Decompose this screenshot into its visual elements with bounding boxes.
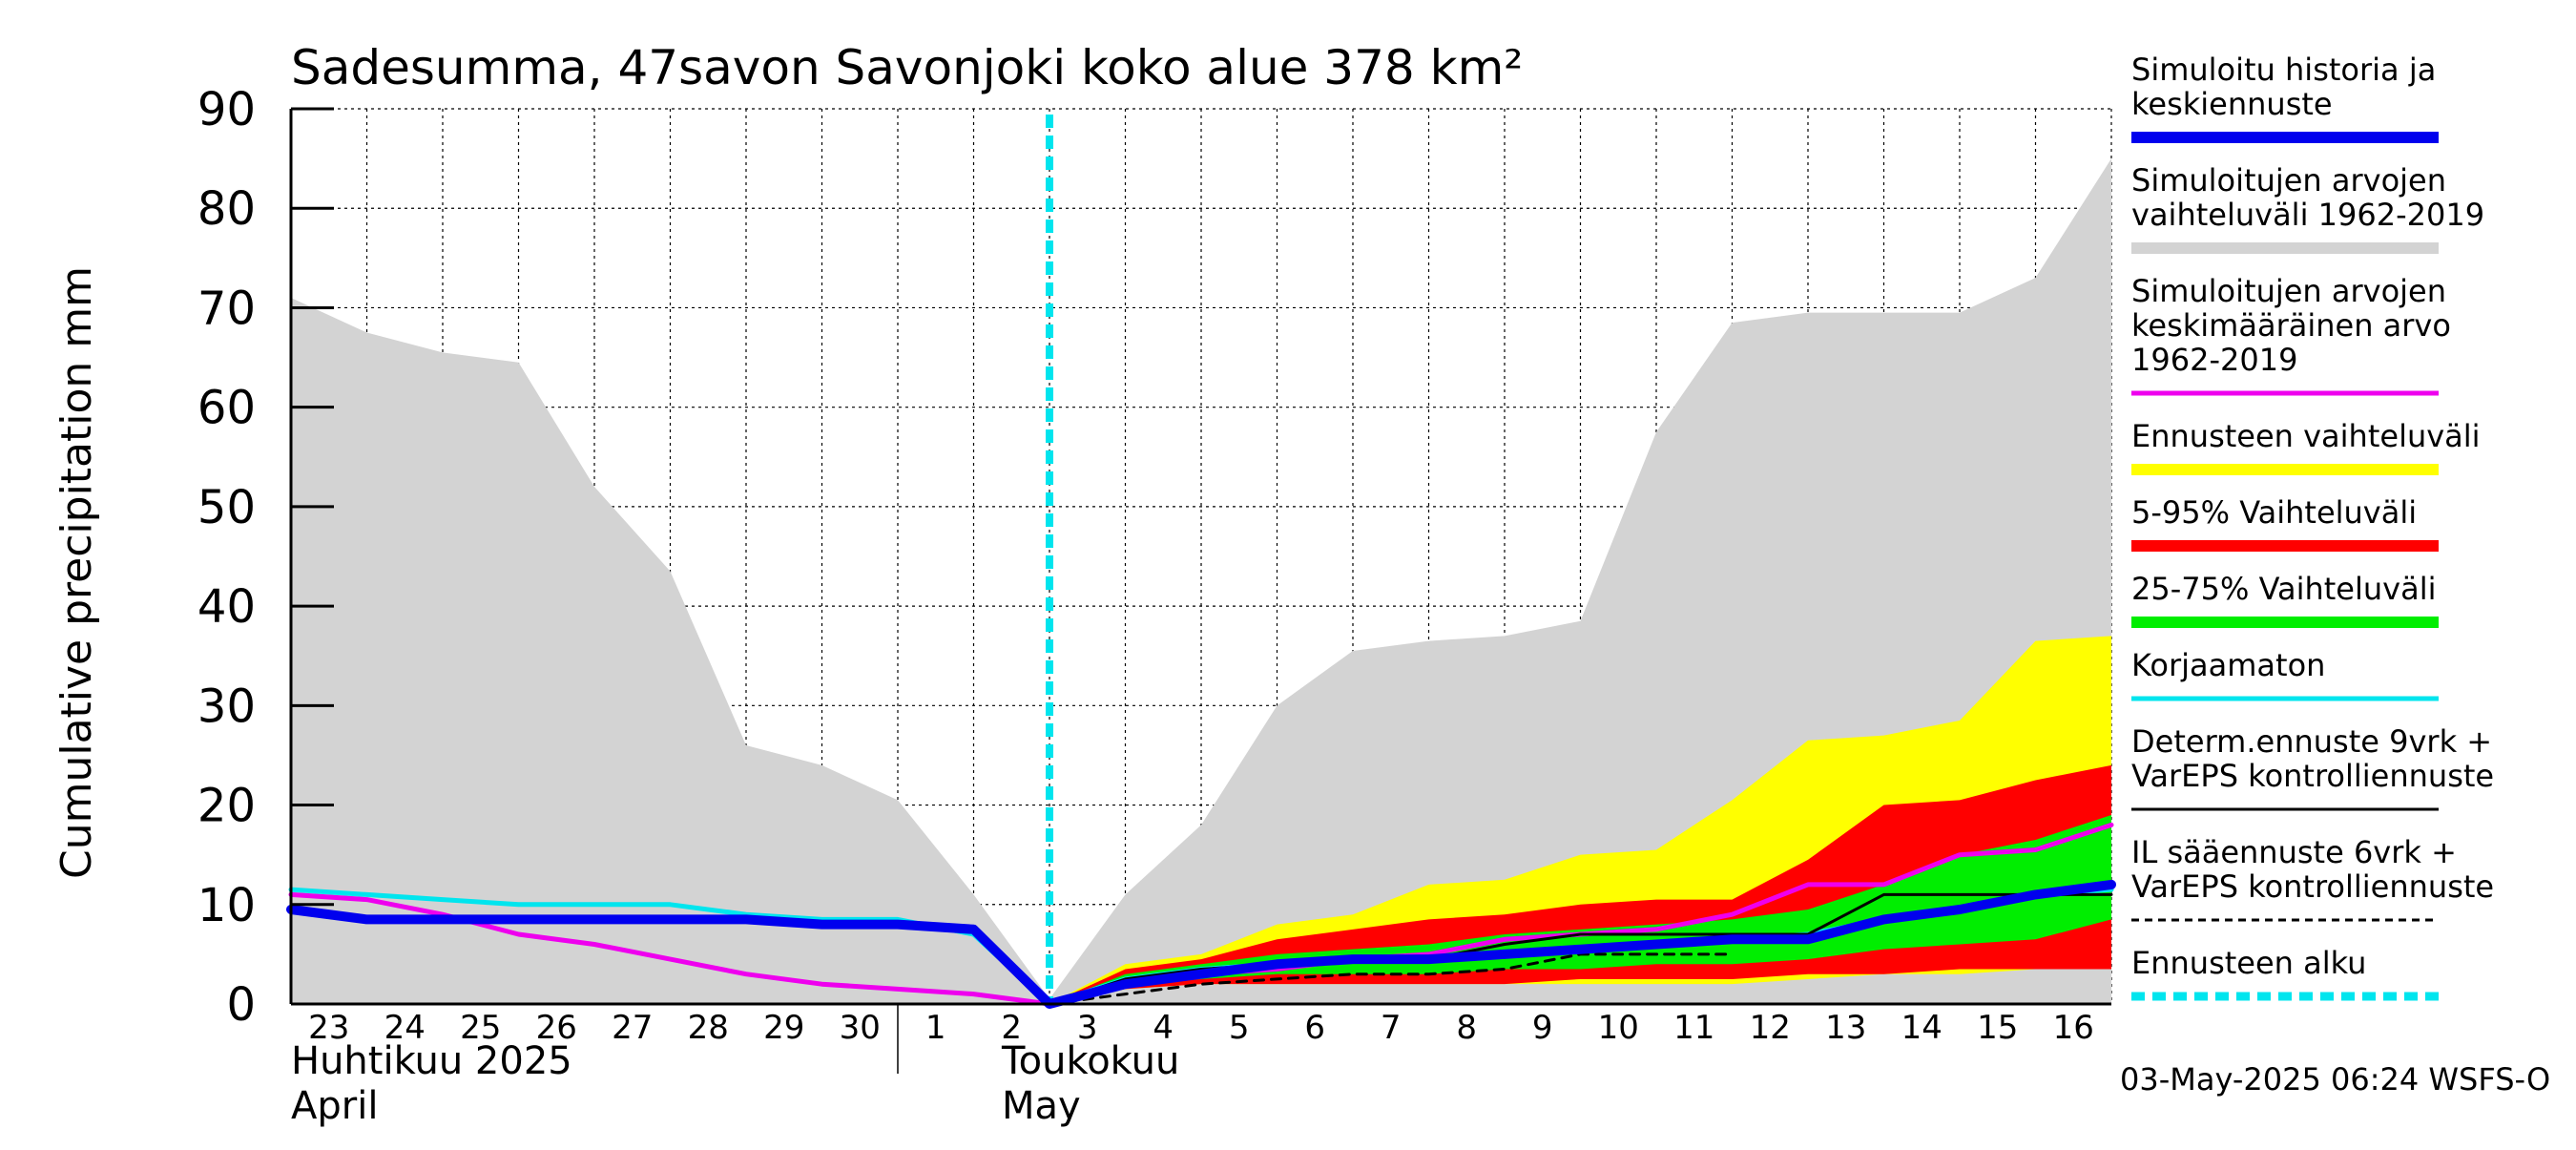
x-tick-label: 16 [2053, 1009, 2094, 1047]
band-series [291, 158, 2111, 1005]
legend-label: IL sääennuste 6vrk + [2131, 834, 2457, 870]
legend-label: Simuloitu historia ja [2131, 52, 2436, 88]
y-tick-label: 40 [197, 580, 256, 634]
x-tick-label: 7 [1381, 1009, 1402, 1047]
y-tick-label: 90 [197, 83, 256, 136]
y-axis-label: Cumulative precipitation mm [52, 266, 101, 879]
legend-label: keskiennuste [2131, 86, 2333, 122]
legend-label: Ennusteen vaihteluväli [2131, 418, 2481, 454]
x-tick-label: 28 [688, 1009, 729, 1047]
x-tick-label: 2 [1001, 1009, 1022, 1047]
x-tick-label: 26 [536, 1009, 577, 1047]
y-tick-label: 10 [197, 879, 256, 932]
legend-label: keskimääräinen arvo [2131, 307, 2451, 344]
x-tick-label: 29 [763, 1009, 804, 1047]
x-tick-label: 1 [925, 1009, 946, 1047]
legend-label: Korjaamaton [2131, 647, 2325, 683]
x-tick-label: 14 [1901, 1009, 1942, 1047]
y-tick-label: 60 [197, 382, 256, 435]
x-tick-label: 3 [1077, 1009, 1098, 1047]
month-label-english: April [291, 1084, 378, 1128]
axes [289, 107, 2111, 1006]
legend-label: VarEPS kontrolliennuste [2131, 758, 2494, 794]
x-tick-label: 4 [1153, 1009, 1174, 1047]
x-tick-label: 13 [1825, 1009, 1866, 1047]
x-tick-label: 15 [1977, 1009, 2018, 1047]
line-series [1048, 952, 1734, 1006]
line-series [286, 879, 2116, 1009]
legend-label: vaihteluväli 1962-2019 [2131, 197, 2484, 233]
legend-label: Simuloitujen arvojen [2131, 162, 2446, 199]
x-tick-label: 9 [1532, 1009, 1553, 1047]
month-label: Toukokuu [1001, 1039, 1179, 1083]
legend-label: 25-75% Vaihteluväli [2131, 571, 2436, 607]
y-tick-label: 0 [226, 978, 256, 1032]
x-tick-label: 24 [384, 1009, 426, 1047]
band-series [1049, 814, 2111, 1004]
x-tick-label: 27 [612, 1009, 653, 1047]
y-tick-label: 30 [197, 680, 256, 733]
x-tick-label: 30 [840, 1009, 881, 1047]
month-label-english: May [1002, 1084, 1081, 1128]
legend-label: Ennusteen alku [2131, 945, 2366, 981]
x-tick-label: 23 [308, 1009, 349, 1047]
y-tick-label: 70 [197, 282, 256, 335]
timestamp: 03-May-2025 06:24 WSFS-O [2120, 1061, 2550, 1098]
x-tick-label: 10 [1598, 1009, 1639, 1047]
y-tick-label: 80 [197, 182, 256, 236]
legend-label: 1962-2019 [2131, 342, 2297, 378]
chart-title: Sadesumma, 47savon Savonjoki koko alue 3… [291, 40, 1523, 95]
legend-label: Simuloitujen arvojen [2131, 273, 2446, 309]
legend-label: VarEPS kontrolliennuste [2131, 868, 2494, 905]
legend-label: Determ.ennuste 9vrk + [2131, 723, 2492, 760]
legend-label: 5-95% Vaihteluväli [2131, 494, 2417, 531]
x-tick-label: 8 [1456, 1009, 1477, 1047]
x-tick-label: 25 [460, 1009, 501, 1047]
x-tick-label: 5 [1229, 1009, 1250, 1047]
month-label: Huhtikuu 2025 [291, 1039, 572, 1083]
x-tick-label: 11 [1673, 1009, 1714, 1047]
x-tick-label: 12 [1750, 1009, 1791, 1047]
y-tick-label: 50 [197, 481, 256, 534]
y-tick-label: 20 [197, 780, 256, 833]
x-tick-label: 6 [1304, 1009, 1325, 1047]
